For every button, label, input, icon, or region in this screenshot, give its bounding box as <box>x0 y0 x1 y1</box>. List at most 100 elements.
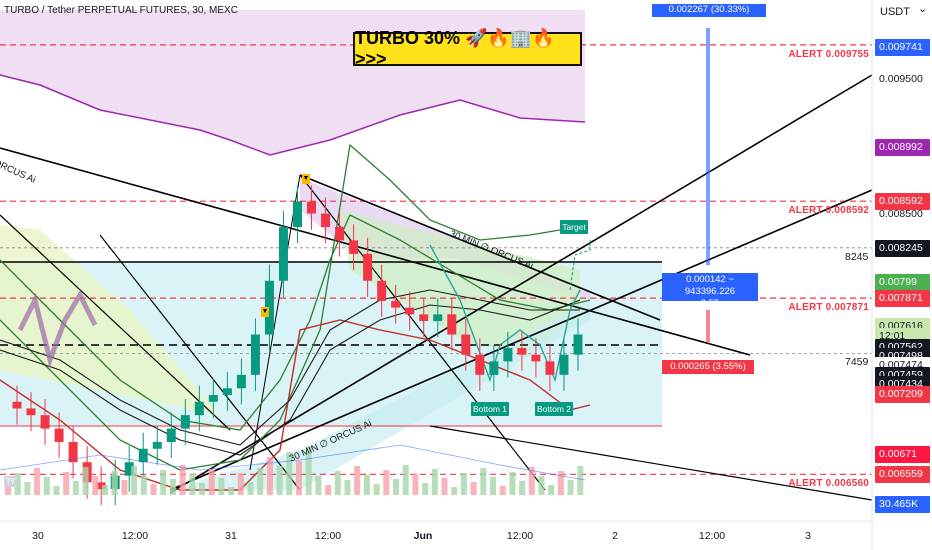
volume-bar-53 <box>519 481 526 495</box>
candle-body-1 <box>26 408 36 416</box>
price-axis-label-5[interactable]: 0.008245 <box>875 239 930 257</box>
price-axis-label-3[interactable]: 0.008592 <box>875 193 930 211</box>
trendline-fan-4 <box>249 174 301 471</box>
candle-body-17 <box>250 334 260 375</box>
volume-bar-14 <box>140 475 147 495</box>
measure-mid-box[interactable]: 0.000142 ~ 943396.226 8.55 <box>662 273 758 309</box>
volume-bar-16 <box>160 470 167 495</box>
trendline-up-1 <box>169 74 873 494</box>
bottom1-tag[interactable]: Bottom 1 <box>471 402 509 416</box>
stoch-curve <box>17 289 98 369</box>
price-axis-label-2[interactable]: 0.008992 <box>875 139 930 157</box>
bottom2-tag[interactable]: Bottom 2 <box>535 402 573 416</box>
volume-bar-51 <box>499 486 506 495</box>
volume-bar-17 <box>169 479 176 495</box>
candle-body-34 <box>489 361 499 375</box>
volume-bar-23 <box>228 487 235 495</box>
volume-bar-31 <box>305 447 312 495</box>
price-axis-label-0[interactable]: 0.009741 <box>875 38 930 56</box>
candle-body-6 <box>96 482 106 490</box>
measure-down-box[interactable]: 0.000265 (3.55%) 750 <box>662 360 754 386</box>
volume-bar-47 <box>460 473 467 495</box>
trendline-fan-2 <box>99 234 301 491</box>
price-axis-label-17[interactable]: 0.006559 <box>875 466 930 484</box>
volume-bar-56 <box>548 485 555 495</box>
volume-bar-37 <box>363 475 370 495</box>
time-axis-label-8: 3 <box>805 530 811 542</box>
candle-body-8 <box>124 462 134 476</box>
currency-label[interactable]: USDT <box>880 6 910 18</box>
trendline-lower <box>429 425 873 501</box>
trendline-down-1 <box>0 147 751 356</box>
candle-body-37 <box>531 354 541 362</box>
level-label-0: 8245 <box>845 250 869 263</box>
candle-body-0 <box>12 401 22 409</box>
measure-bar-down <box>706 310 710 342</box>
alert-label-0[interactable]: ALERT 0.009755 <box>788 48 869 60</box>
target-tag[interactable]: Target <box>560 220 588 234</box>
volume-bar-10 <box>102 485 108 495</box>
price-axis-label-18[interactable]: 30.465K <box>875 495 930 513</box>
time-axis-label-4: Jun <box>413 530 433 542</box>
bollinger-top <box>0 143 585 471</box>
time-axis-label-7: 12:00 <box>698 530 726 542</box>
volume-bar-39 <box>383 470 390 495</box>
pattern-fill <box>340 210 580 350</box>
volume-bar-27 <box>266 457 273 495</box>
alert-label-2[interactable]: ALERT 0.007871 <box>788 302 869 314</box>
candle-body-24 <box>349 240 359 254</box>
volume-bar-28 <box>276 466 283 495</box>
volume-bar-48 <box>470 482 477 495</box>
alert-label-3[interactable]: ALERT 0.006560 <box>788 478 869 490</box>
candle-body-28 <box>405 307 415 315</box>
trendline-down-2 <box>299 174 661 321</box>
volume-bar-45 <box>441 478 448 495</box>
candle-body-26 <box>377 280 387 301</box>
candle-body-39 <box>559 354 569 375</box>
price-axis-label-1[interactable]: 0.009500 <box>879 73 923 86</box>
volume-bar-19 <box>189 474 196 495</box>
volume-bar-52 <box>509 472 516 495</box>
price-axis-label-6[interactable]: 0.00799 <box>875 274 930 292</box>
volume-ma <box>0 444 586 481</box>
price-axis-label-15[interactable]: 0.007209 <box>875 385 930 403</box>
time-axis-label-1: 12:00 <box>121 530 149 542</box>
volume-bar-50 <box>490 477 496 495</box>
price-axis-label-7[interactable]: 0.007871 <box>875 290 930 308</box>
volume-bar-38 <box>373 484 380 495</box>
volume-bar-58 <box>567 480 574 495</box>
volume-bar-33 <box>325 485 332 495</box>
chevron-down-icon[interactable]: ⌄ <box>918 3 928 15</box>
volume-bar-9 <box>92 476 99 495</box>
volume-bar-13 <box>131 466 138 495</box>
price-axis-label-4[interactable]: 0.008500 <box>879 207 923 220</box>
volume-bar-1 <box>14 473 21 495</box>
alert-label-1[interactable]: ALERT 0.008592 <box>788 205 869 217</box>
volume-bar-0 <box>5 487 11 495</box>
candle-body-35 <box>503 347 513 362</box>
candle-body-38 <box>545 361 555 375</box>
price-axis-label-16[interactable]: 0.00671 <box>875 446 930 464</box>
trendline-fan-3 <box>0 214 231 431</box>
volume-bar-21 <box>208 469 215 495</box>
volume-bar-55 <box>538 476 545 495</box>
candle-body-27 <box>391 300 401 308</box>
candle-body-14 <box>208 395 218 402</box>
candle-body-40 <box>573 334 583 355</box>
candle-body-19 <box>278 226 288 281</box>
candle-body-9 <box>138 448 148 463</box>
double-bottom-curve <box>429 244 581 383</box>
candle-body-11 <box>166 428 176 443</box>
candle-body-25 <box>363 253 373 281</box>
measure-bar-up <box>706 28 710 265</box>
candle-body-2 <box>40 415 50 429</box>
volume-bar-20 <box>199 483 205 495</box>
volume-bar-29 <box>286 452 293 495</box>
measure-up-box[interactable]: 0.002267 (30.33%) 3138.68 <box>652 4 766 27</box>
volume-bar-59 <box>577 466 584 495</box>
candle-body-10 <box>152 442 162 449</box>
volume-bar-8 <box>82 467 89 495</box>
volume-bar-12 <box>121 480 128 495</box>
measure-mid-line2: 8.55 <box>700 298 720 309</box>
